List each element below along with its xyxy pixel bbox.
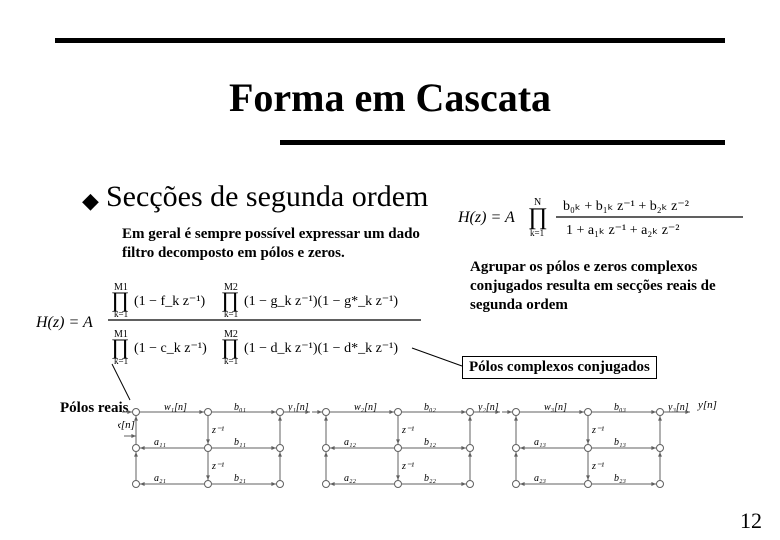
paragraph-left: Em geral é sempre possível expressar um … [122, 225, 442, 263]
svg-text:(1 − d_k z⁻¹)(1 − d*_k z⁻¹): (1 − d_k z⁻¹)(1 − d*_k z⁻¹) [244, 341, 398, 356]
callout-complex-poles: Pólos complexos conjugados [462, 356, 657, 379]
svg-text:z⁻¹: z⁻¹ [591, 461, 604, 472]
svg-text:z⁻¹: z⁻¹ [211, 461, 224, 472]
svg-text:∏: ∏ [528, 204, 548, 230]
svg-text:w₂[n]: w₂[n] [354, 402, 377, 413]
callout-arrow-icon [408, 346, 464, 374]
svg-text:b₂₁: b₂₁ [234, 473, 246, 484]
bullet-icon: ◆ [82, 188, 99, 214]
svg-text:a₁₁: a₁₁ [154, 437, 166, 448]
svg-text:k=1: k=1 [530, 228, 544, 238]
svg-text:b₁₃: b₁₃ [614, 437, 626, 448]
svg-text:a₂₂: a₂₂ [344, 473, 356, 484]
svg-text:x[n]: x[n] [118, 419, 135, 431]
svg-text:1 + a₁ₖ z⁻¹ + a₂ₖ z⁻²: 1 + a₁ₖ z⁻¹ + a₂ₖ z⁻² [566, 223, 680, 238]
formula-hz-cascade: H(z) = A N ∏ k=1 b₀ₖ + b₁ₖ z⁻¹ + b₂ₖ z⁻²… [458, 190, 748, 250]
page-number: 12 [740, 508, 762, 534]
svg-text:b₀₃: b₀₃ [614, 402, 626, 413]
svg-text:y[n]: y[n] [697, 400, 717, 411]
svg-text:b₁₁: b₁₁ [234, 437, 246, 448]
svg-text:w₁[n]: w₁[n] [164, 402, 187, 413]
svg-text:z⁻¹: z⁻¹ [401, 425, 414, 436]
svg-text:a₁₃: a₁₃ [534, 437, 546, 448]
svg-text:w₃[n]: w₃[n] [544, 402, 567, 413]
svg-text:a₂₃: a₂₃ [534, 473, 546, 484]
svg-text:b₁₂: b₁₂ [424, 437, 436, 448]
svg-text:z⁻¹: z⁻¹ [591, 425, 604, 436]
svg-text:z⁻¹: z⁻¹ [401, 461, 414, 472]
svg-text:b₀₂: b₀₂ [424, 402, 436, 413]
top-rule [55, 38, 725, 43]
subheading: Secções de segunda ordem [106, 180, 428, 214]
svg-text:b₂₂: b₂₂ [424, 473, 436, 484]
svg-text:(1 − g_k z⁻¹)(1 − g*_k z⁻¹): (1 − g_k z⁻¹)(1 − g*_k z⁻¹) [244, 294, 398, 309]
svg-text:H(z) = A: H(z) = A [36, 314, 93, 331]
svg-text:b₀ₖ + b₁ₖ z⁻¹ + b₂ₖ z⁻²: b₀ₖ + b₁ₖ z⁻¹ + b₂ₖ z⁻² [563, 199, 689, 214]
svg-text:b₂₃: b₂₃ [614, 473, 626, 484]
svg-text:H(z) = A: H(z) = A [458, 209, 515, 226]
page-title: Forma em Cascata [0, 74, 780, 121]
svg-text:(1 − f_k z⁻¹): (1 − f_k z⁻¹) [134, 294, 206, 309]
svg-text:(1 − c_k z⁻¹): (1 − c_k z⁻¹) [134, 341, 207, 356]
callout-arrow-icon [110, 362, 150, 402]
svg-text:z⁻¹: z⁻¹ [211, 425, 224, 436]
svg-text:b₀₁: b₀₁ [234, 402, 246, 413]
svg-text:a₂₁: a₂₁ [154, 473, 166, 484]
paragraph-right: Agrupar os pólos e zeros complexos conju… [470, 258, 730, 314]
svg-text:k=1: k=1 [114, 309, 128, 319]
svg-text:k=1: k=1 [224, 309, 238, 319]
sub-rule [280, 140, 725, 145]
svg-text:k=1: k=1 [224, 356, 238, 366]
svg-text:a₁₂: a₁₂ [344, 437, 356, 448]
cascade-diagram: x[n]w₁[n]b₀₁y₁[n]z⁻¹z⁻¹a₁₁b₁₁a₂₁b₂₁w₂[n]… [118, 400, 728, 510]
formula-hz-factored: H(z) = A M1 ∏ k=1 (1 − f_k z⁻¹) M2 ∏ k=1… [36, 272, 426, 377]
